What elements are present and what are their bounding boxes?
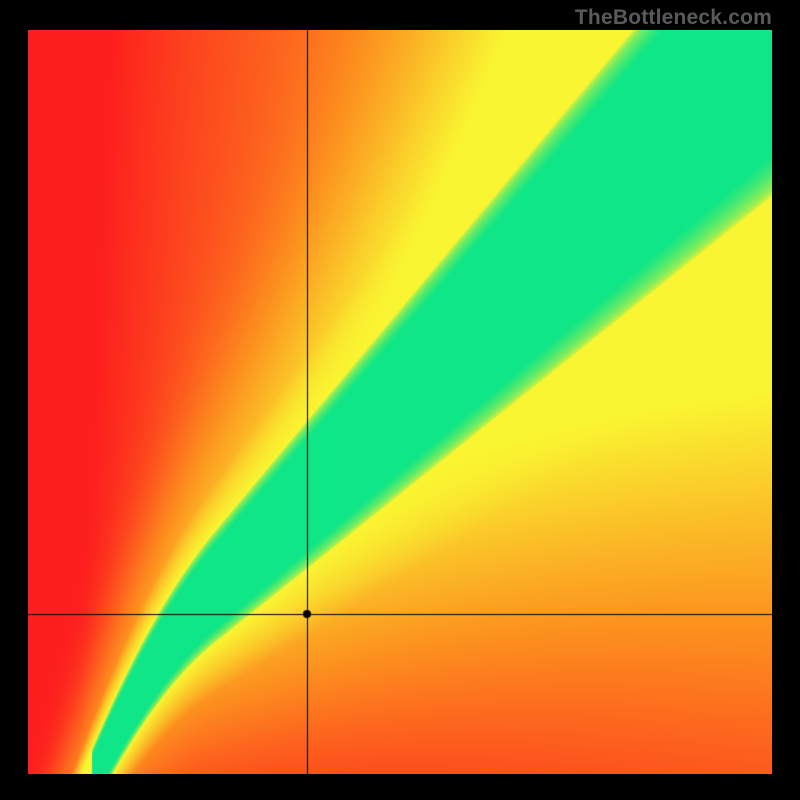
bottleneck-heatmap xyxy=(28,30,772,774)
attribution-text: TheBottleneck.com xyxy=(575,6,772,30)
